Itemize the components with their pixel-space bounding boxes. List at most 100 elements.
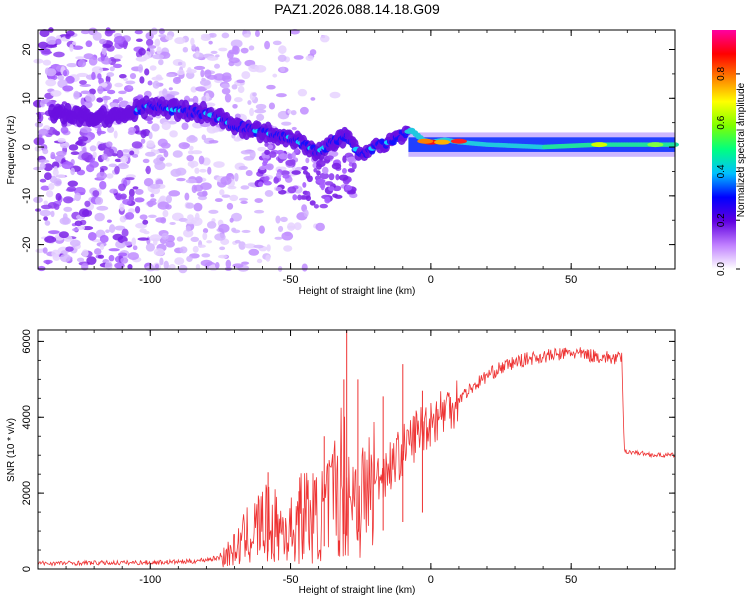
spectrogram-noise-blob <box>181 61 186 69</box>
spectrogram-noise-blob <box>153 149 160 155</box>
spectrogram-noise-blob <box>151 123 160 132</box>
x-tick-label: 50 <box>565 574 577 586</box>
spectrogram-noise-blob <box>113 130 118 139</box>
spectrogram-noise-blob <box>183 229 194 238</box>
spectrogram-noise-blob <box>122 199 132 205</box>
spectrogram-noise-blob <box>231 84 238 90</box>
spectrogram-noise-blob <box>287 222 296 231</box>
spectrogram-noise-blob <box>118 183 126 192</box>
spectrogram-noise-blob <box>185 179 197 184</box>
spectrogram-noise-blob <box>46 36 58 46</box>
spectrogram-noise-blob <box>247 182 256 187</box>
spectrogram-noise-blob <box>142 158 150 164</box>
spectrogram-noise-blob <box>344 185 353 191</box>
snr-panel: -100 -50 0 50 0 2000 4000 6000 Height of straig… <box>6 329 676 596</box>
spectrogram-noise-blob <box>140 138 146 144</box>
spectrogram-noise-blob <box>232 229 241 234</box>
spectrogram-noise-blob <box>45 190 54 198</box>
spectrogram-noise-blob <box>316 159 326 168</box>
spectrogram-noise-blob <box>281 121 292 126</box>
spectrogram-noise-blob <box>324 196 331 204</box>
spectrogram-noise-blob <box>131 237 137 246</box>
spectrogram-hotspot <box>450 138 467 144</box>
spectrogram-noise-blob <box>106 219 112 223</box>
spectrogram-noise-blob <box>165 35 173 41</box>
spectrogram-noise-blob <box>107 126 115 133</box>
spectrogram-noise-blob <box>202 228 209 234</box>
spectrogram-noise-blob <box>108 254 115 262</box>
spectrogram-noise-blob <box>266 84 276 90</box>
spectrogram-noise-blob <box>125 80 136 85</box>
spectrogram-noise-blob <box>79 80 87 85</box>
spectrogram-noise-blob <box>148 214 157 218</box>
spectrogram-noise-blob <box>190 236 200 242</box>
spectrogram-noise-blob <box>112 63 123 69</box>
spectrogram-noise-blob <box>214 198 223 203</box>
spectrogram-noise-blob <box>275 186 283 192</box>
spectrogram-noise-blob <box>294 147 300 154</box>
spectrogram-noise-blob <box>305 55 314 61</box>
spectrogram-noise-blob <box>153 248 165 257</box>
spectrogram-noise-blob <box>291 170 301 175</box>
spectrogram-noise-blob <box>238 165 248 170</box>
spectrogram-noise-blob <box>174 37 186 45</box>
spectrogram-noise-blob <box>107 89 116 95</box>
spectrogram-noise-blob <box>39 178 47 183</box>
spectrogram-noise-blob <box>230 39 243 48</box>
spectrogram-noise-blob <box>108 248 120 252</box>
spectrogram-noise-blob <box>342 155 347 163</box>
spectrogram-noise-blob <box>238 241 246 250</box>
spectrogram-noise-blob <box>248 64 260 73</box>
spectrogram-noise-blob <box>101 47 107 56</box>
spectrogram-noise-blob <box>254 209 265 214</box>
spectrogram-noise-blob <box>257 181 264 187</box>
spectrogram-noise-blob <box>275 215 281 224</box>
spectrogram-noise-blob <box>328 186 335 192</box>
spectrogram-noise-blob <box>280 216 288 223</box>
spectrogram-noise-blob <box>87 231 97 241</box>
spectrogram-noise-blob <box>53 51 65 58</box>
spectrogram-noise-blob <box>301 166 309 171</box>
spectrogram-noise-blob <box>65 75 75 84</box>
spectrogram-noise-blob <box>274 236 283 240</box>
spectrogram-noise-blob <box>226 202 234 210</box>
spectrogram-noise-blob <box>138 64 144 73</box>
spectrogram-noise-blob <box>319 203 328 209</box>
spectrogram-noise-blob <box>128 208 136 214</box>
spectrogram-noise-blob <box>245 169 253 177</box>
spectrogram-noise-blob <box>155 74 162 80</box>
spectrogram-noise-blob <box>200 69 205 78</box>
spectrogram-noise-blob <box>118 162 128 167</box>
spectrogram-noise-blob <box>115 193 122 201</box>
spectrogram-noise-blob <box>293 55 304 60</box>
spectrogram-noise-blob <box>290 110 297 116</box>
spectrogram-noise-blob <box>89 145 97 152</box>
spectrogram-noise-blob <box>289 159 296 165</box>
spectrogram-noise-blob <box>228 49 239 55</box>
spectrogram-noise-blob <box>188 145 194 151</box>
spectrogram-noise-blob <box>139 228 147 233</box>
spectrogram-noise-blob <box>281 231 294 241</box>
spectrogram-noise-blob <box>42 247 48 254</box>
spectrogram-noise-blob <box>50 210 55 218</box>
spectrogram-noise-blob <box>331 162 342 170</box>
spectrogram-noise-blob <box>49 175 58 184</box>
spectrogram-noise-blob <box>264 176 270 181</box>
spectrogram-noise-blob <box>67 180 79 187</box>
spectrogram-noise-blob <box>172 76 182 85</box>
spectrogram-noise-blob <box>47 230 60 235</box>
colorbar-label: Normalized spectral amplitude <box>736 82 747 217</box>
spectrogram-noise-blob <box>69 44 74 52</box>
spectrogram-noise-blob <box>297 88 308 97</box>
spectrogram-noise-blob <box>41 50 53 55</box>
spectrogram-noise-blob <box>202 232 208 241</box>
spectrogram-noise-blob <box>137 237 150 241</box>
spectrogram-noise-blob <box>165 162 173 167</box>
y-tick-label: -10 <box>21 188 33 204</box>
spectrogram-noise-blob <box>329 91 341 99</box>
x-tick-label: -50 <box>283 574 299 586</box>
spectrogram-noise-blob <box>195 86 208 92</box>
spectrogram-noise-blob <box>92 190 100 197</box>
spectrogram-noise-blob <box>253 244 264 249</box>
spectrogram-noise-blob <box>178 217 188 222</box>
